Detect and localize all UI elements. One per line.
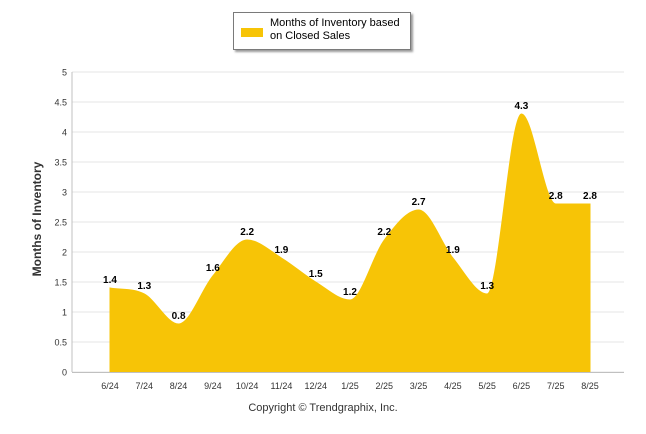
x-tick-label: 4/25 — [444, 381, 462, 391]
area-fill — [109, 113, 591, 373]
data-label: 1.6 — [206, 263, 220, 274]
data-label: 2.8 — [549, 191, 563, 202]
data-label: 0.8 — [172, 311, 186, 322]
y-tick-label: 4.5 — [54, 98, 67, 108]
axes — [71, 72, 624, 373]
x-tick-label: 1/25 — [341, 381, 359, 391]
data-label: 2.8 — [583, 191, 597, 202]
x-tick-label: 2/25 — [376, 381, 394, 391]
x-tick-label: 7/25 — [547, 381, 565, 391]
x-tick-label: 11/24 — [270, 381, 292, 391]
data-label: 1.3 — [480, 281, 494, 292]
y-tick-label: 1.5 — [54, 278, 67, 288]
x-tick-label: 6/24 — [101, 381, 119, 391]
y-tick-label: 2 — [62, 248, 67, 258]
x-tick-label: 8/24 — [170, 381, 188, 391]
x-tick-label: 12/24 — [304, 381, 327, 391]
y-tick-label: 3.5 — [54, 158, 67, 168]
data-label: 1.4 — [103, 275, 117, 286]
data-label: 1.5 — [309, 269, 323, 280]
data-label: 2.7 — [412, 197, 426, 208]
x-tick-label: 6/25 — [513, 381, 531, 391]
x-tick-label: 10/24 — [236, 381, 259, 391]
area-series — [109, 113, 591, 373]
x-tick-label: 9/24 — [204, 381, 222, 391]
y-tick-label: 5 — [62, 68, 67, 78]
x-tick-label: 7/24 — [136, 381, 154, 391]
legend: Months of Inventory based on Closed Sale… — [233, 12, 411, 50]
data-label: 1.2 — [343, 287, 357, 298]
legend-label: Months of Inventory based on Closed Sale… — [270, 17, 400, 42]
data-label: 4.3 — [514, 101, 528, 112]
x-tick-label: 8/25 — [581, 381, 599, 391]
data-labels: 1.4 1.3 0.8 1.6 2.2 1.9 1.5 1.2 2.2 2.7 1.9 1.3 4.3 2… — [103, 101, 597, 322]
data-label: 1.3 — [137, 281, 151, 292]
y-tick-label: 0.5 — [54, 338, 67, 348]
legend-swatch — [241, 28, 263, 37]
data-label: 2.2 — [240, 227, 254, 238]
x-tick-label: 3/25 — [410, 381, 428, 391]
x-tick-labels: 6/24 7/24 8/24 9/24 10/24 11/24 12/24 1/25 2/25 3… — [101, 381, 599, 391]
x-tick-label: 5/25 — [478, 381, 496, 391]
y-tick-label: 1 — [62, 308, 67, 318]
y-tick-label: 2.5 — [54, 218, 67, 228]
y-tick-label: 3 — [62, 188, 67, 198]
y-tick-label: 4 — [62, 128, 67, 138]
data-label: 1.9 — [274, 245, 288, 256]
y-axis-label: Months of Inventory — [30, 161, 44, 277]
copyright-text: Copyright © Trendgraphix, Inc. — [248, 402, 398, 414]
data-label: 1.9 — [446, 245, 460, 256]
data-label: 2.2 — [377, 227, 391, 238]
y-tick-label: 0 — [62, 368, 67, 378]
y-tick-labels: 0 0.5 1 1.5 2 2.5 3 3.5 4 4.5 5 — [54, 68, 67, 378]
